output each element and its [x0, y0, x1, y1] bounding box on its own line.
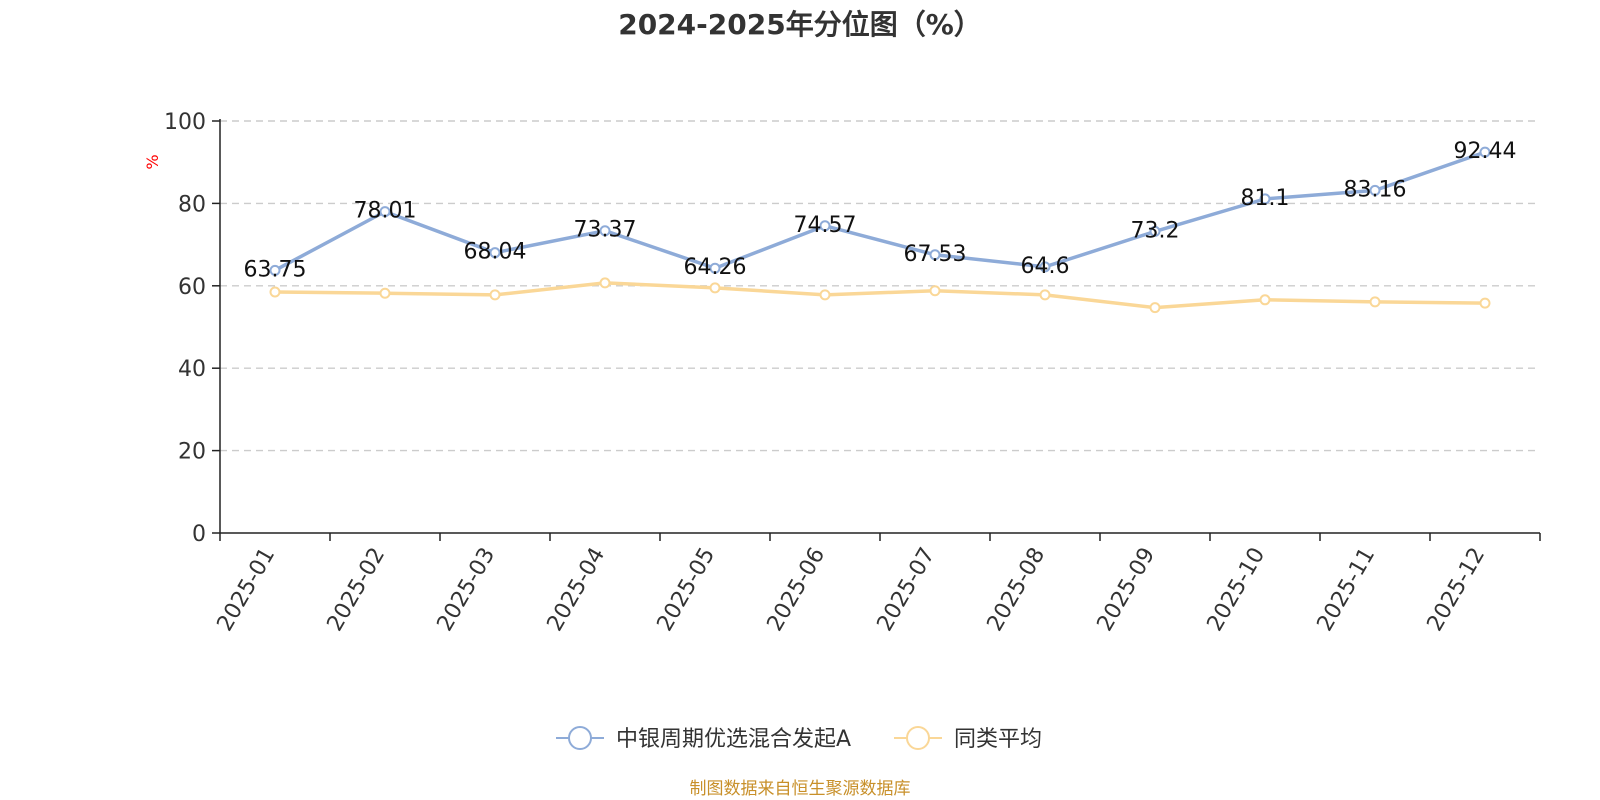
x-tick-label: 2025-04 — [543, 544, 611, 636]
x-tick-label: 2025-11 — [1313, 544, 1381, 636]
legend-item-1[interactable]: 中银周期优选混合发起A — [556, 726, 851, 752]
y-tick-label: 20 — [178, 440, 206, 465]
series-1-data-label: 73.37 — [574, 218, 637, 243]
x-tick-label: 2025-12 — [1423, 544, 1491, 636]
series-1-point[interactable] — [709, 262, 721, 274]
x-tick-label: 2025-09 — [1093, 544, 1161, 636]
legend-item-2[interactable]: 同类平均 — [894, 726, 1042, 752]
x-tick-label: 2025-07 — [873, 544, 941, 636]
series-1-data-label: 64.6 — [1021, 254, 1070, 279]
series-2-point[interactable] — [1039, 289, 1051, 301]
series-1-point[interactable] — [1259, 193, 1271, 205]
x-tick-label: 2025-05 — [653, 544, 721, 636]
y-tick-label: 40 — [178, 357, 206, 382]
x-tick-label: 2025-02 — [323, 544, 391, 636]
source-label: 制图数据来自恒生聚源数据库 — [690, 779, 911, 799]
series-1-data-label: 63.75 — [244, 257, 307, 282]
y-tick-label: 100 — [164, 110, 206, 135]
x-tick-label: 2025-08 — [983, 544, 1051, 636]
series-1-data-label: 74.57 — [794, 213, 857, 238]
x-tick-label: 2025-01 — [213, 544, 281, 636]
series-1-data-label: 68.04 — [464, 240, 527, 265]
series-1-data-label: 73.2 — [1131, 218, 1180, 243]
series-2-point[interactable] — [1479, 297, 1491, 309]
series-1-data-label: 78.01 — [354, 199, 417, 224]
series-1-point[interactable] — [929, 249, 941, 261]
series-1-data-label: 64.26 — [684, 255, 747, 280]
series-1-data-label: 92.44 — [1454, 139, 1517, 164]
series-1-point[interactable] — [379, 206, 391, 218]
y-tick-label: 80 — [178, 192, 206, 217]
legend-circle-icon — [906, 726, 930, 750]
series-line-1 — [273, 150, 1487, 273]
chart-title: 2024-2025年分位图（%） — [618, 8, 982, 41]
series-1-point[interactable] — [599, 225, 611, 237]
series-1-point[interactable] — [269, 264, 281, 276]
series-2-point[interactable] — [819, 289, 831, 301]
x-tick-label: 2025-10 — [1203, 544, 1271, 636]
legend[interactable]: 中银周期优选混合发起A 同类平均 — [556, 726, 1042, 752]
series-line-2 — [273, 281, 1487, 310]
series-1-point[interactable] — [1369, 184, 1381, 196]
series-2-point[interactable] — [1369, 296, 1381, 308]
series-2-point[interactable] — [1149, 302, 1161, 314]
series-1-data-label: 83.16 — [1344, 177, 1407, 202]
series-2-point[interactable] — [929, 285, 941, 297]
y-tick-label: 0 — [192, 522, 206, 547]
series-2-point[interactable] — [269, 286, 281, 298]
series-1-data-label: 67.53 — [904, 242, 967, 267]
x-tick-label: 2025-06 — [763, 544, 831, 636]
series-2-point[interactable] — [709, 282, 721, 294]
series-2-point[interactable] — [1259, 294, 1271, 306]
legend-label: 中银周期优选混合发起A — [616, 727, 851, 752]
plot-area: 0 20 40 60 80 100 2025-01 2025-02 2025-03 2025-04… — [164, 110, 1541, 636]
series-1-point[interactable] — [489, 247, 501, 259]
y-tick-label: 60 — [178, 275, 206, 300]
series-1-point[interactable] — [1149, 225, 1161, 237]
series-1-point[interactable] — [1039, 261, 1051, 273]
y-axis-unit-label: % — [143, 154, 162, 169]
series-2-point[interactable] — [489, 289, 501, 301]
series-1-point[interactable] — [819, 220, 831, 232]
legend-circle-icon — [568, 726, 592, 750]
series-1-point[interactable] — [1479, 146, 1491, 158]
legend-label: 同类平均 — [954, 727, 1042, 752]
series-2-point[interactable] — [379, 287, 391, 299]
series-1-data-label: 81.1 — [1241, 186, 1290, 211]
series-2-point[interactable] — [599, 277, 611, 289]
x-tick-label: 2025-03 — [433, 544, 501, 636]
